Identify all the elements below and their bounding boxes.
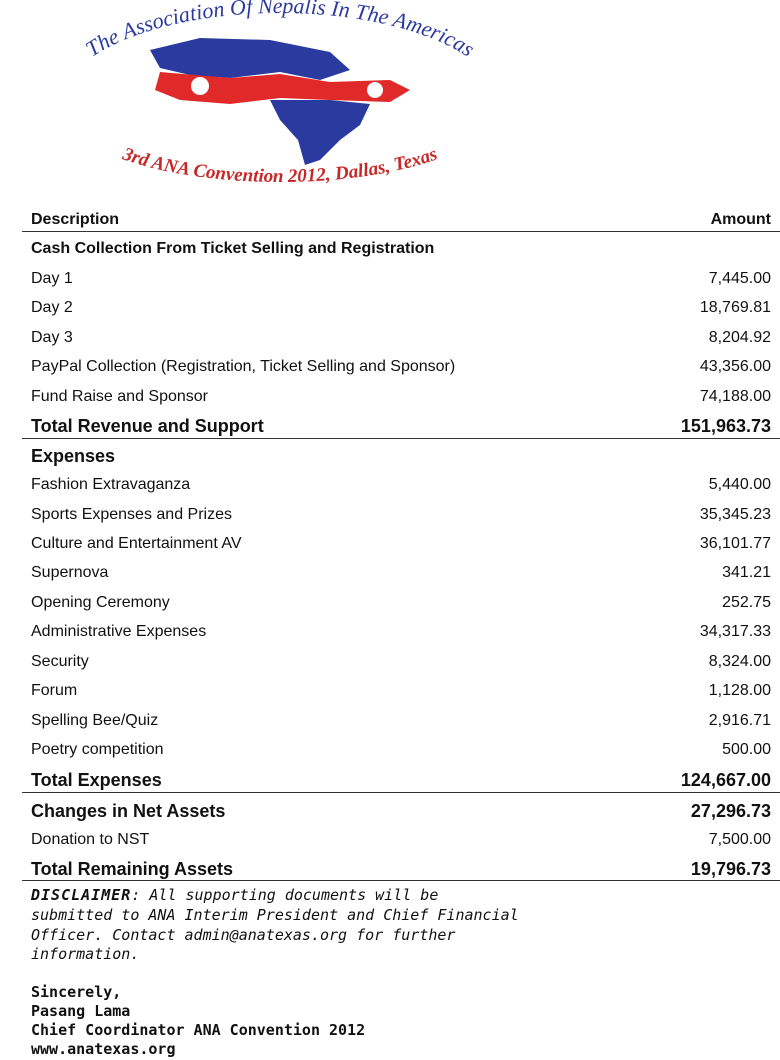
line-item-amount: 36,101.77	[699, 534, 771, 552]
line-item-label: Fashion Extravaganza	[31, 476, 191, 494]
line-item-label: Poetry competition	[31, 741, 164, 759]
disclaimer-text: : All supporting documents will be	[131, 886, 439, 904]
map-band	[155, 72, 410, 104]
map-south	[270, 100, 370, 165]
section-heading: Cash Collection From Ticket Selling and …	[31, 240, 435, 258]
disclaimer-label: DISCLAIMER	[31, 886, 132, 904]
disclaimer-text: submitted to ANA Interim President and C…	[31, 905, 519, 924]
line-item-amount: 43,356.00	[699, 358, 771, 376]
divider	[22, 438, 780, 440]
line-item-label: Day 2	[31, 299, 73, 317]
line-item-amount: 7,445.00	[708, 269, 771, 287]
line-item-label: Fund Raise and Sponsor	[31, 387, 208, 405]
line-item-amount: 500.00	[722, 741, 771, 759]
divider	[22, 791, 780, 793]
disclaimer-line: submitted to ANA Interim President and C…	[31, 906, 519, 926]
logo: The Association Of Nepalis In The Americ…	[81, 0, 479, 187]
line-item-label: Supernova	[31, 564, 109, 582]
net-assets-amount: 27,296.73	[690, 800, 771, 821]
net-assets-label: Changes in Net Assets	[31, 800, 226, 821]
divider	[22, 880, 780, 882]
line-item-label: PayPal Collection (Registration, Ticket …	[31, 358, 456, 376]
disclaimer-line: Officer. Contact admin@anatexas.org for …	[31, 926, 455, 946]
total-label: Total Expenses	[31, 769, 162, 790]
line-item-label: Donation to NST	[31, 831, 150, 848]
line-item-amount: 2,916.71	[708, 711, 771, 729]
line-item-amount: 74,188.00	[699, 387, 771, 405]
header-description: Description	[31, 211, 120, 228]
line-item-amount: 7,500.00	[708, 831, 771, 848]
line-item-amount: 5,440.00	[708, 476, 771, 494]
line-item-label: Administrative Expenses	[31, 623, 207, 641]
signature-line: www.anatexas.org	[31, 1040, 176, 1058]
signature-line: Chief Coordinator ANA Convention 2012	[31, 1021, 366, 1039]
map-north	[150, 38, 350, 80]
emblem	[367, 82, 383, 98]
line-item-amount: 34,317.33	[699, 623, 771, 641]
line-item-amount: 8,204.92	[708, 328, 771, 346]
emblem	[191, 77, 209, 95]
line-item-label: Sports Expenses and Prizes	[31, 505, 232, 523]
disclaimer-text: Officer. Contact admin@anatexas.org for …	[31, 925, 456, 944]
total-amount: 124,667.00	[680, 769, 771, 790]
line-item-amount: 8,324.00	[708, 652, 771, 670]
total-label: Total Revenue and Support	[31, 416, 264, 437]
disclaimer-text: information.	[31, 945, 140, 964]
logo-text-bottom: 3rd ANA Convention 2012, Dallas, Texas	[119, 143, 440, 187]
header-amount: Amount	[710, 211, 771, 228]
line-item-label: Culture and Entertainment AV	[31, 534, 242, 552]
line-item-label: Security	[31, 652, 89, 670]
logo-text-bottom: 3rd ANA Convention 2012, Dallas, Texas	[119, 143, 440, 187]
total-label: Total Remaining Assets	[31, 859, 234, 880]
total-amount: 151,963.73	[680, 416, 771, 437]
line-item-amount: 18,769.81	[699, 299, 771, 317]
line-item-label: Day 3	[31, 328, 73, 346]
line-item-label: Forum	[31, 682, 78, 700]
disclaimer-line: DISCLAIMER: All supporting documents wil…	[31, 886, 438, 906]
line-item-amount: 252.75	[722, 593, 771, 611]
line-item-amount: 35,345.23	[699, 505, 771, 523]
line-item-amount: 341.21	[722, 564, 771, 582]
line-item-label: Opening Ceremony	[31, 593, 170, 611]
divider	[22, 231, 780, 232]
disclaimer-line: information.	[31, 945, 139, 965]
section-heading: Expenses	[31, 445, 116, 466]
line-item-label: Day 1	[31, 269, 73, 287]
signature-line: Pasang Lama	[31, 1002, 131, 1020]
total-amount: 19,796.73	[690, 859, 771, 880]
line-item-label: Spelling Bee/Quiz	[31, 711, 159, 729]
line-item-amount: 1,128.00	[708, 682, 771, 700]
signature-line: Sincerely,	[31, 983, 122, 1001]
